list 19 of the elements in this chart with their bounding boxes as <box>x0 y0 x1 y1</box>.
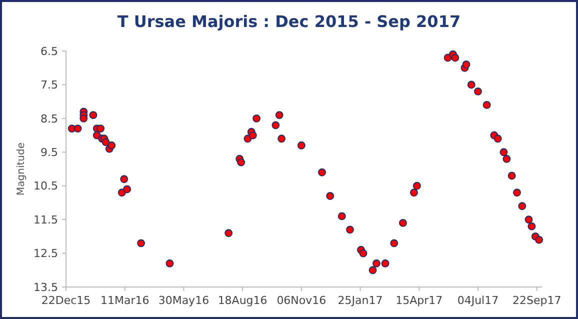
y-tick-label: 12.5 <box>34 247 58 260</box>
x-tick-label: 30May16 <box>158 294 210 307</box>
x-tick-label: 25Jan17 <box>338 294 383 307</box>
y-tick-label: 10.5 <box>34 180 58 193</box>
y-tick-label: 6.5 <box>40 44 58 58</box>
y-tick-label: 9.5 <box>40 146 58 159</box>
y-tick-label: 7.5 <box>40 78 58 92</box>
x-tick-label: 04Jul17 <box>457 294 499 307</box>
y-tick-label: 11.5 <box>34 213 58 226</box>
x-tick-label: 15Apr17 <box>396 294 443 307</box>
y-tick-label: 13.5 <box>34 280 58 294</box>
x-tick-label: 18Aug16 <box>218 294 268 307</box>
x-tick-label: 22Sep17 <box>512 294 562 307</box>
x-tick-label: 06Nov16 <box>276 294 326 307</box>
y-axis-title: Magnitude <box>16 142 27 196</box>
chart-title: T Ursae Majoris : Dec 2015 - Sep 2017 <box>117 12 461 31</box>
x-tick-label: 11Mar16 <box>100 294 150 307</box>
x-tick-label: 22Dec15 <box>41 294 91 307</box>
y-tick-label: 8.5 <box>40 112 58 126</box>
